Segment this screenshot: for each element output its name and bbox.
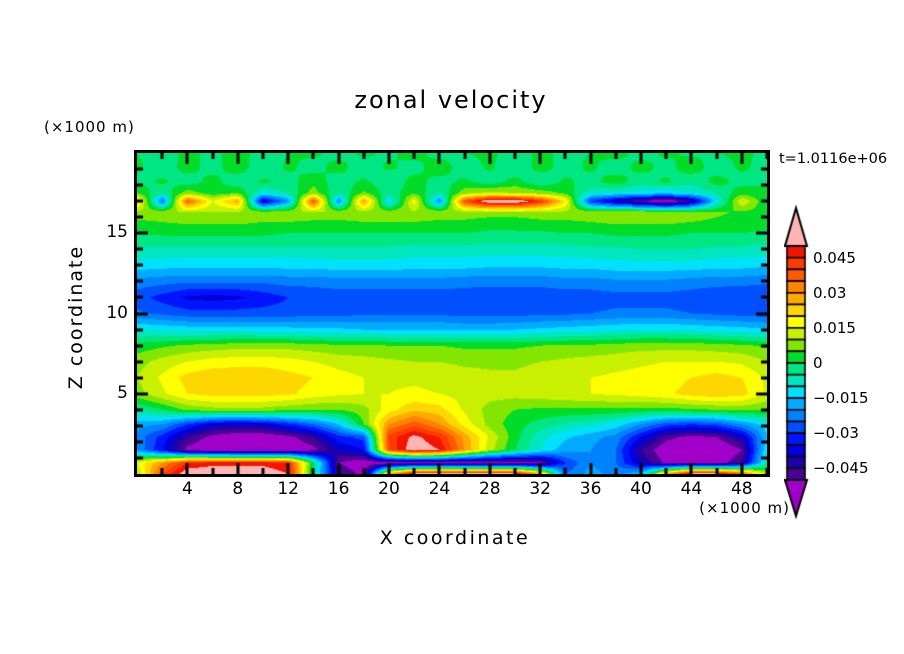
x-tick-label: 20: [378, 479, 400, 499]
colorbar: 0.045 0.03 0.015 0 −0.015 −0.03 −0.045: [784, 205, 902, 523]
x-tick-label: 48: [730, 479, 753, 499]
heatmap-canvas: [137, 153, 767, 474]
x-axis-unit-label: (×1000 m): [699, 499, 790, 517]
x-axis-label: X coordinate: [379, 527, 531, 549]
timestamp-label: t=1.0116e+06: [779, 151, 888, 167]
colorbar-tick-label: 0.015: [813, 318, 856, 337]
z-tick-label: 15: [106, 222, 128, 243]
x-tick-label: 16: [327, 479, 350, 499]
x-tick-label: 36: [579, 479, 602, 499]
colorbar-canvas: [784, 205, 830, 521]
x-tick-label: 32: [529, 479, 551, 499]
x-tick-label: 24: [428, 479, 451, 499]
colorbar-tick-label: −0.015: [813, 389, 869, 408]
z-axis-unit-label: (×1000 m): [44, 118, 135, 136]
plot-frame: [134, 150, 770, 477]
plot-title: zonal velocity: [354, 86, 548, 114]
colorbar-tick-label: 0: [813, 354, 823, 372]
colorbar-tick-label: 0.03: [813, 283, 847, 302]
colorbar-tick-label: −0.045: [813, 459, 869, 478]
x-tick-label: 28: [478, 479, 501, 499]
colorbar-tick-label: −0.03: [813, 424, 859, 443]
colorbar-tick-label: 0.045: [813, 248, 856, 267]
x-tick-label: 40: [630, 479, 652, 499]
x-tick-label: 12: [277, 479, 299, 499]
z-tick-label: 5: [117, 382, 128, 403]
x-tick-label: 4: [181, 479, 193, 499]
x-tick-label: 44: [680, 479, 703, 499]
z-tick-label: 10: [106, 302, 128, 323]
x-tick-label: 8: [232, 479, 244, 499]
